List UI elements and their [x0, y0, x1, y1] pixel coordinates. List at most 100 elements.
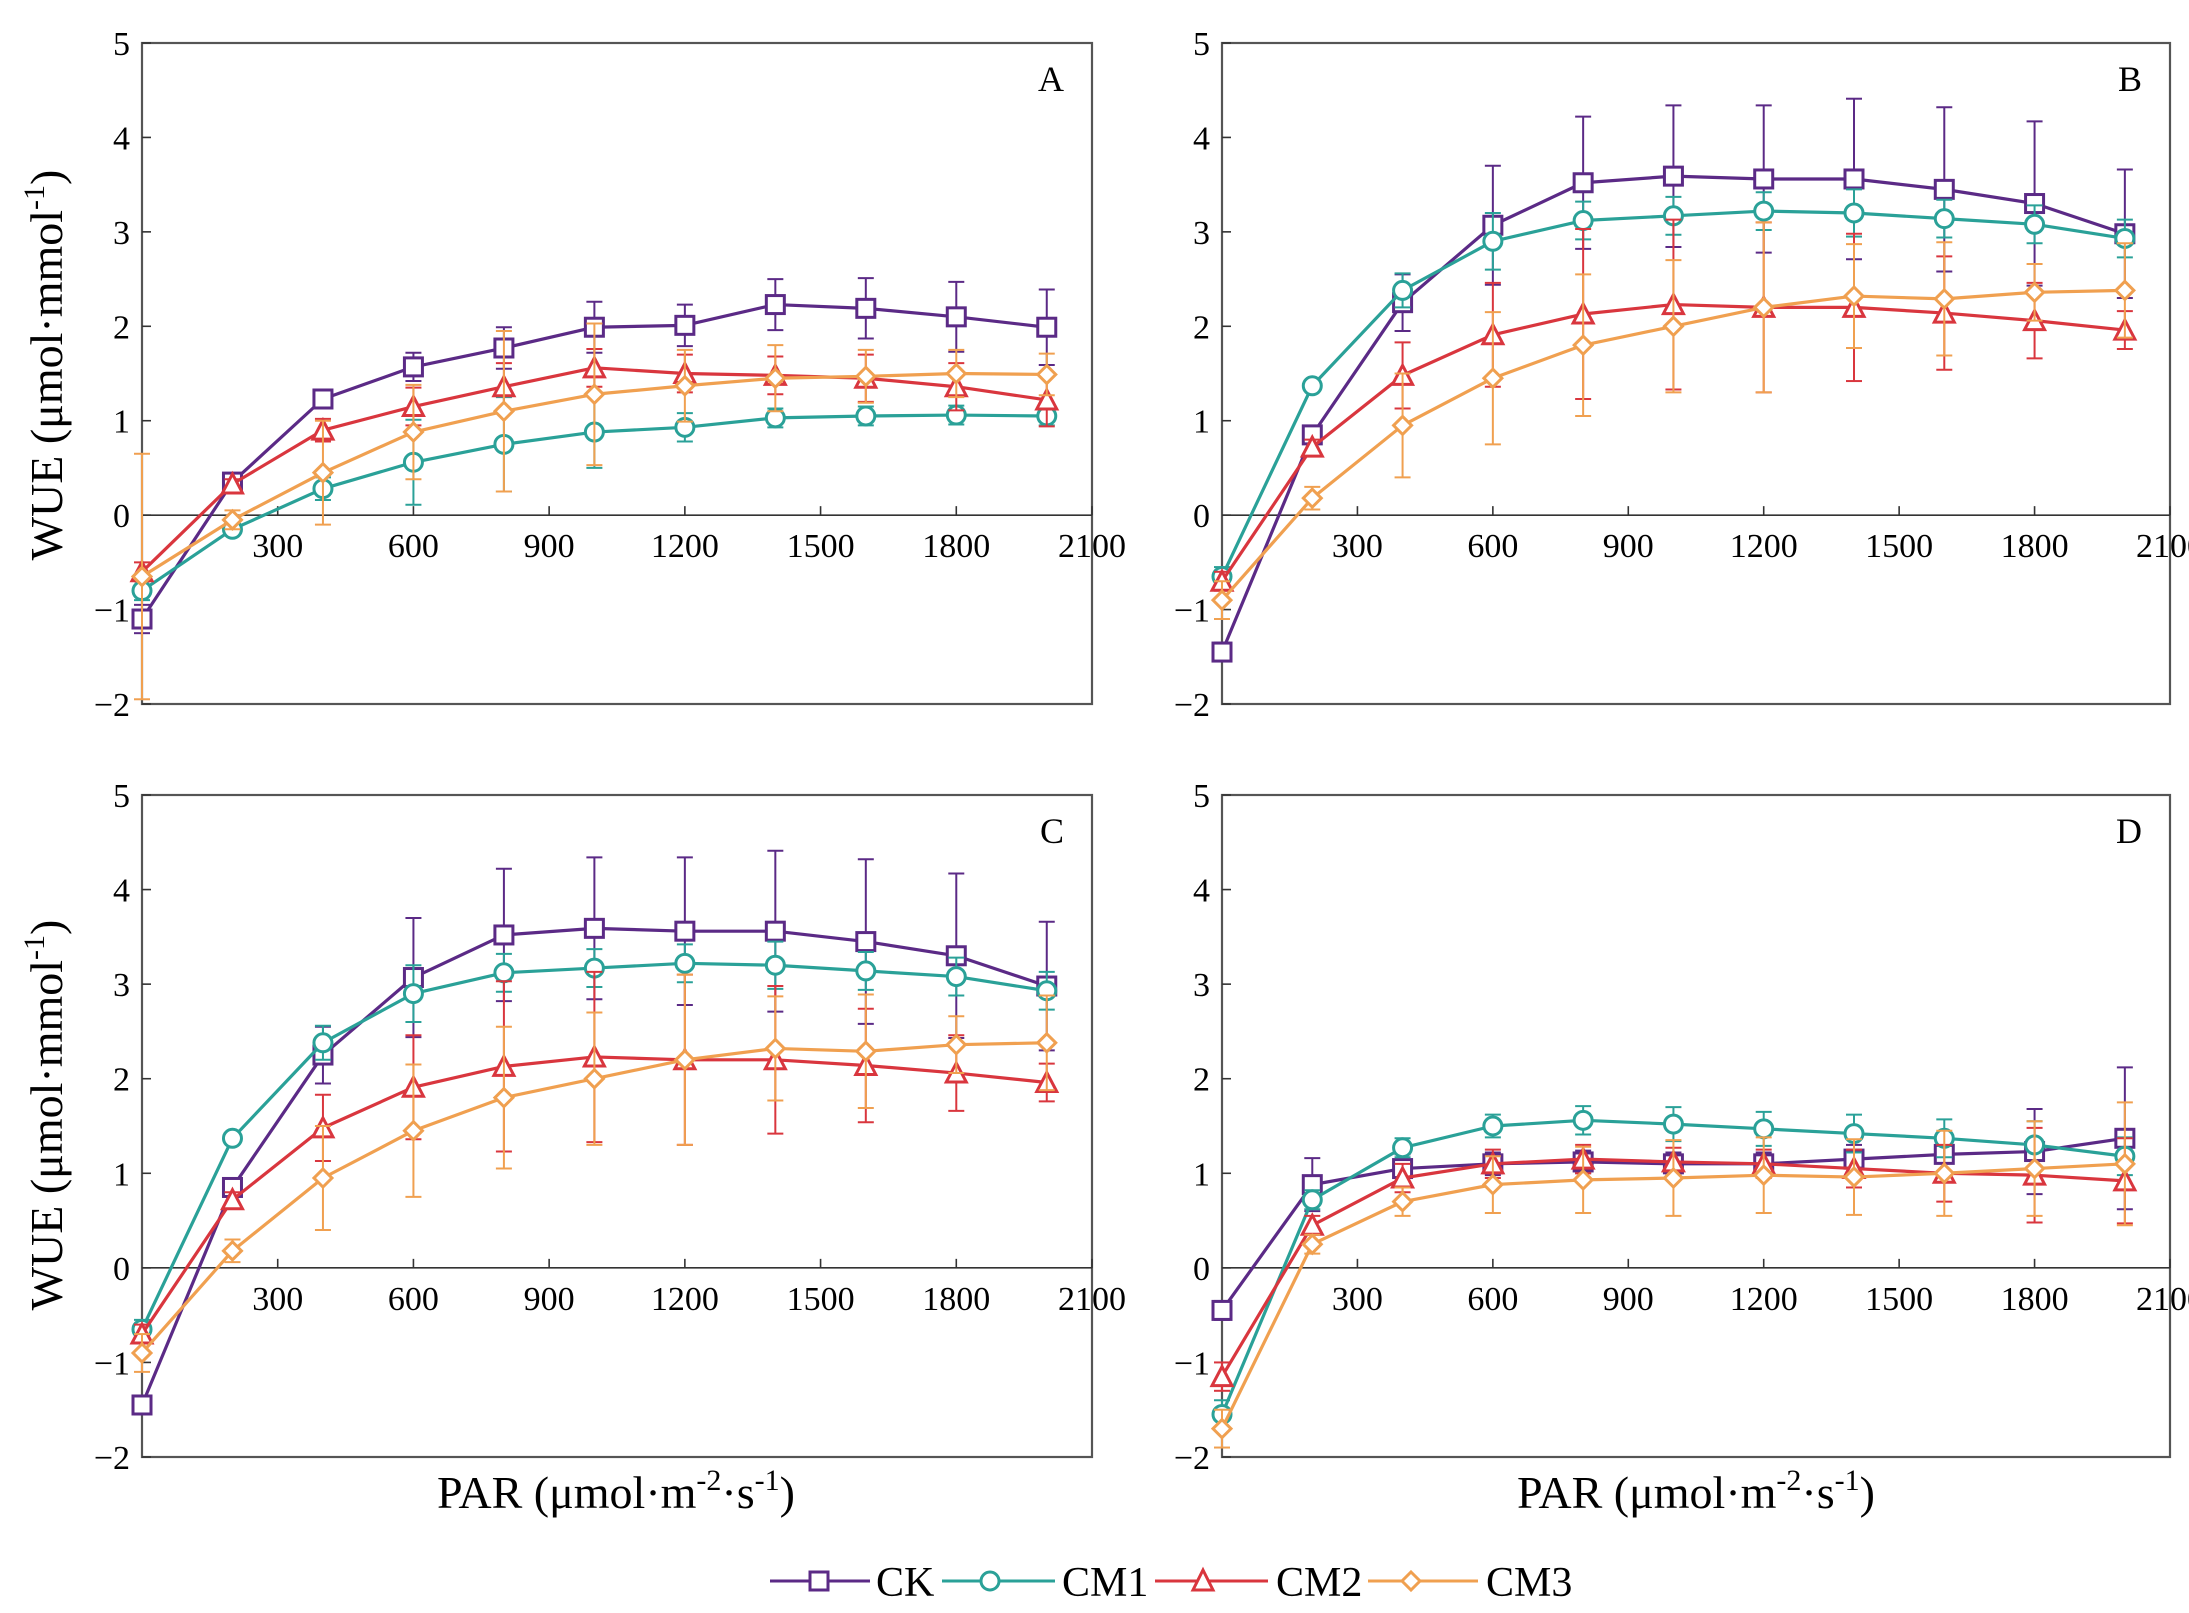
panel-a-series-cm3-point: [130, 565, 154, 588]
panel-c-frame: [140, 793, 1094, 1459]
panel-b-series-ck-point: [1933, 178, 1955, 200]
panel-b-series-cm3-point: [1481, 367, 1504, 390]
panel-b-y-tick-label: −2: [1174, 687, 1210, 724]
panel-a-series-cm3-point: [402, 420, 425, 444]
panel-b-series-cm3-point: [1210, 589, 1234, 612]
panel-b: −2 −1 0 1 2 3 4 5 300 600 900 1200 1500 1800 2100 B: [1174, 26, 2189, 724]
panel-a-series-ck-point: [855, 297, 877, 319]
panel-d-series-cm3-point: [2023, 1157, 2046, 1180]
panel-c-series-cm3-point: [854, 1040, 877, 1063]
panel-b-y-tick-label: 1: [1193, 404, 1210, 441]
panel-b-series-cm3-point: [2113, 279, 2136, 302]
panel-c-x-tick-label: 1200: [651, 1281, 719, 1318]
panel-c-x-tick-label: 900: [524, 1281, 575, 1318]
panel-b-x-tick-label: 300: [1332, 528, 1383, 565]
panel-b-series-cm1-point: [1392, 279, 1414, 301]
panel-c-y-tick-label: −2: [94, 1440, 130, 1477]
panel-c-x-tick-label: 1500: [787, 1281, 855, 1318]
panel-c: −2 −1 0 1 2 3 4 5 300 600 900 1200 1500 1800 2100 C: [94, 778, 1126, 1477]
panel-a-x-tick-label: 300: [252, 528, 303, 565]
panel-d-y-tick-label: 0: [1193, 1251, 1210, 1288]
panel-a-series-ck-point: [1036, 316, 1058, 338]
legend-item-cm2: CM2: [1155, 1560, 1362, 1606]
panel-c-series-cm2-point: [219, 1186, 245, 1211]
panel-b-series-ck-point: [1843, 168, 1865, 190]
panel-b-series-cm1-point: [1482, 230, 1504, 252]
panel-d-label: D: [2116, 811, 2142, 851]
panel-d-x-tick-label: 1500: [1865, 1281, 1933, 1318]
panel-c-series-ck-point: [764, 920, 786, 942]
panel-d-series-cm2-point: [1209, 1363, 1235, 1388]
panel-a-series-cm3-point: [1035, 363, 1058, 386]
panel-d-series-cm3-point: [2113, 1152, 2136, 1175]
panel-d-x-tick-label: 600: [1467, 1281, 1518, 1318]
panel-c-series-cm3: [130, 973, 1058, 1373]
panel-a-series-cm3-point: [311, 461, 335, 484]
panel-b-series-cm3-point: [1842, 284, 1866, 308]
panel-c-series-cm3-point: [583, 1067, 606, 1090]
panel-a-series-ck-point: [402, 356, 424, 378]
panel-a-x-tick-label: 900: [524, 528, 575, 565]
panel-c-y-tick-label: 0: [113, 1251, 130, 1288]
panel-b-series-ck-point: [1211, 641, 1233, 663]
panel-b-series-cm3-point: [1391, 414, 1414, 437]
panel-b-frame: [1220, 41, 2172, 706]
panel-d-x-tick-label: 2100: [2136, 1281, 2189, 1318]
panel-c-y-tick-label: 2: [113, 1062, 130, 1099]
panel-b-series-cm2-point: [1299, 433, 1325, 458]
panel-d-series-cm3-point: [1210, 1417, 1234, 1440]
panel-a-y-tick-label: 5: [113, 26, 130, 63]
legend-label-cm2: CM2: [1276, 1560, 1362, 1606]
panel-c-series-cm1-point: [855, 960, 877, 982]
panel-b-x-tick-label: 1200: [1730, 528, 1798, 565]
panel-b-series-cm1-point: [1572, 210, 1594, 232]
panel-a-series-cm3-point: [583, 383, 606, 406]
panel-d-y-tick-label: 4: [1193, 873, 1210, 910]
panel-b-series-ck-point: [1753, 168, 1775, 190]
panel-b-y-tick-label: 5: [1193, 26, 1210, 63]
x-axis-title-left: PAR (μmol·m-2·s-1): [437, 1464, 795, 1518]
panel-c-series-cm1-point: [764, 954, 786, 976]
panel-c-y-tick-label: 1: [113, 1156, 130, 1193]
panel-a-y-tick-label: −2: [94, 687, 130, 724]
panel-c-series-ck-point: [131, 1394, 153, 1416]
panel-d-series-cm1-point: [1482, 1115, 1504, 1137]
legend-label-cm3: CM3: [1486, 1560, 1572, 1606]
panel-c-series-ck: [131, 849, 1058, 1416]
panel-d-x-tick-label: 1200: [1730, 1281, 1798, 1318]
panel-a-series-cm1-point: [855, 405, 877, 427]
panel-d-y-tick-label: −2: [1174, 1440, 1210, 1477]
panel-c-series-ck-point: [493, 924, 515, 946]
panel-a-series-cm3-point: [492, 400, 516, 423]
panel-d-series-cm3-point: [1842, 1165, 1866, 1189]
panel-b-x-tick-label: 1500: [1865, 528, 1933, 565]
panel-d-y-tick-label: 3: [1193, 967, 1210, 1004]
panel-d-x-tick-label: 300: [1332, 1281, 1383, 1318]
legend-item-cm1: CM1: [942, 1560, 1148, 1606]
panel-c-x-tick-label: 600: [388, 1281, 439, 1318]
panel-c-series-cm1-point: [402, 983, 424, 1005]
panel-b-label: B: [2118, 59, 2142, 99]
legend-marker-ck: [808, 1570, 830, 1592]
panel-a-series-ck-point: [312, 388, 334, 410]
panel-a-y-tick-label: 4: [113, 120, 130, 157]
panel-a-x-tick-label: 2100: [1058, 528, 1126, 565]
panel-b-series-cm1-point: [1933, 208, 1955, 230]
panel-c-series-cm3-point: [221, 1239, 244, 1262]
legend-marker-cm1: [979, 1570, 1001, 1592]
panel-d-series-cm3: [1210, 1101, 2136, 1449]
panel-b-series-cm3-point: [1572, 334, 1595, 357]
panel-c-series-cm1-point: [221, 1127, 243, 1149]
panel-b-y-tick-label: 3: [1193, 215, 1210, 252]
legend-item-cm3: CM3: [1368, 1560, 1572, 1606]
panel-d: −2 −1 0 1 2 3 4 5 300 600 900 1200 1500 1800 2100 D: [1174, 778, 2189, 1477]
legend-item-ck: CK: [770, 1560, 934, 1606]
panel-b-y-tick-label: 4: [1193, 120, 1210, 157]
panel-a-y-tick-label: 3: [113, 215, 130, 252]
panel-b-series-cm3-point: [1752, 296, 1775, 319]
panel-a-series-cm3-point: [764, 367, 787, 390]
panel-c-series-cm3-point: [492, 1086, 516, 1109]
panel-b-x-tick-label: 2100: [2136, 528, 2189, 565]
